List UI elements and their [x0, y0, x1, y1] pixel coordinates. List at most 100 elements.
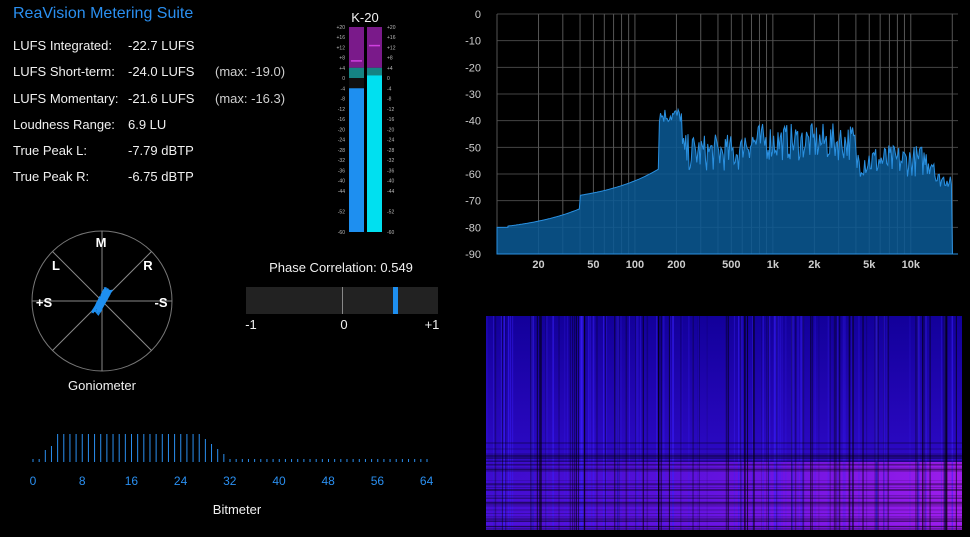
bitmeter-tick-label: 8 — [78, 474, 86, 488]
kmeter-title: K-20 — [351, 10, 379, 25]
spectrum-y-tick: -50 — [465, 142, 481, 154]
kmeter-left-bar-warn-zone — [349, 67, 364, 78]
phase-value: 0.549 — [380, 260, 413, 275]
spectrogram-texture — [486, 316, 962, 530]
kmeter-scale-label-left: -32 — [338, 158, 345, 164]
spectrogram-bass-band — [486, 462, 962, 530]
kmeter-scale-label-right: -60 — [387, 230, 394, 236]
kmeter-scale-label-left: +12 — [337, 45, 346, 51]
spectrum-y-tick: -30 — [465, 89, 481, 101]
kmeter-scale-label-left: -20 — [338, 127, 345, 133]
spectrum-x-tick: 1k — [767, 259, 780, 271]
readout-value: 6.9 LU — [128, 117, 167, 132]
readout-value: -6.75 dBTP — [128, 169, 194, 184]
spectrum-x-tick: 20 — [532, 259, 544, 271]
kmeter-right-bar-hot-zone — [367, 27, 382, 68]
spectrum-y-axis: 0 -10 -20 -30 -40 -50 -60 -70 -80 -90 — [465, 9, 481, 261]
kmeter-scale-label-left: -44 — [338, 189, 345, 195]
kmeter-right-bar-peak-hold — [369, 44, 380, 47]
gonio-label-m: M — [96, 235, 107, 250]
spectrum-y-tick: -60 — [465, 169, 481, 181]
readout-max: (max: -16.3) — [215, 91, 286, 106]
kmeter-scale-label-right: +8 — [387, 56, 393, 62]
spectrum-y-tick: -80 — [465, 222, 481, 234]
spectrogram — [486, 316, 962, 530]
spectrum-x-tick: 100 — [626, 259, 644, 271]
readout-value: -21.6 LUFS — [128, 91, 195, 106]
bitmeter-caption: Bitmeter — [212, 502, 262, 517]
kmeter-scale-label-left: 0 — [342, 76, 345, 82]
kmeter-scale-label-left: -40 — [338, 179, 345, 185]
spectrum-y-tick: 0 — [475, 9, 481, 21]
readout-label: Loudness Range: — [13, 117, 115, 132]
kmeter-right-bar-warn-zone — [367, 67, 382, 78]
kmeter-scale-label-left: +20 — [337, 25, 346, 31]
gonio-label-l: L — [52, 258, 60, 273]
gonio-label-plus-s: +S — [36, 295, 53, 310]
readout-label: True Peak L: — [13, 143, 87, 158]
kmeter-scale-label-left: -36 — [338, 168, 345, 174]
spectrum-x-tick: 5k — [863, 259, 876, 271]
phase-caption: Phase Correlation: 0.549 — [246, 260, 436, 275]
kmeter-scale-label-left: -24 — [338, 138, 345, 144]
kmeter-scale-label-right: -44 — [387, 189, 394, 195]
spectrum-y-tick: -70 — [465, 196, 481, 208]
spectrum-y-tick: -40 — [465, 116, 481, 128]
readout-label: True Peak R: — [13, 169, 90, 184]
kmeter-scale-label-left: -16 — [338, 117, 345, 123]
readout-value: -24.0 LUFS — [128, 64, 195, 79]
spectrum-analyzer: 0 -10 -20 -30 -40 -50 -60 -70 -80 -90 20 50 100 200 5… — [465, 9, 958, 271]
kmeter-scale-label-right: -40 — [387, 179, 394, 185]
kmeter-scale-label-left: -52 — [338, 209, 345, 215]
kmeter-scale-label-right: -36 — [387, 168, 394, 174]
spectrum-x-axis: 20 50 100 200 500 1k 2k 5k 10k — [532, 259, 920, 271]
kmeter: +20 +20 +16 +16 +12 +12 +8 +8 +4 +4 0 0 -4 -4 -8 -8 -12 -… — [337, 25, 396, 236]
goniometer-caption: Goniometer — [68, 378, 136, 393]
readout-label: LUFS Integrated: — [13, 38, 112, 53]
kmeter-scale-label-right: -52 — [387, 209, 394, 215]
bitmeter-tick-label: 16 — [124, 474, 139, 488]
bitmeter-tick-label: 0 — [29, 474, 37, 488]
kmeter-scale-label-right: -8 — [387, 97, 392, 103]
spectrum-x-tick: 2k — [808, 259, 821, 271]
kmeter-scale-label-left: -8 — [341, 97, 346, 103]
gonio-label-r: R — [143, 258, 153, 273]
spectrum-y-tick: -20 — [465, 62, 481, 74]
bitmeter-tick-label: 48 — [321, 474, 335, 488]
goniometer: M L R +S -S — [31, 230, 173, 372]
gonio-label-minus-s: -S — [155, 295, 168, 310]
phase-bar — [246, 287, 438, 314]
kmeter-scale-label-left: -60 — [338, 230, 345, 236]
kmeter-left-bar-hot-zone — [349, 27, 364, 68]
kmeter-scale-label-right: 0 — [387, 76, 390, 82]
kmeter-scale-label-right: +16 — [387, 35, 396, 41]
phase-scale-min: -1 — [245, 317, 257, 332]
phase-scale-max: +1 — [424, 317, 440, 332]
kmeter-scale-label-left: -4 — [341, 86, 346, 92]
kmeter-left-bar — [349, 88, 364, 233]
readout-label: LUFS Short-term: — [13, 64, 115, 79]
bitmeter-ticks: 0 8 16 24 32 40 48 56 64 — [0, 474, 460, 490]
kmeter-scale-label-right: -28 — [387, 148, 394, 154]
readout-value: -22.7 LUFS — [128, 38, 195, 53]
readout-value: -7.79 dBTP — [128, 143, 194, 158]
kmeter-scale-label-left: -28 — [338, 148, 345, 154]
kmeter-scale-label-right: -20 — [387, 127, 394, 133]
bitmeter-tick-label: 64 — [419, 474, 434, 488]
kmeter-right-bar — [367, 75, 382, 232]
app-title: ReaVision Metering Suite — [13, 5, 194, 22]
phase-scale-zero: 0 — [340, 317, 348, 332]
kmeter-scale-label-right: -16 — [387, 117, 394, 123]
bitmeter-tick-label: 56 — [370, 474, 385, 488]
kmeter-scale-label-right: +4 — [387, 66, 393, 72]
spectrum-x-tick: 200 — [667, 259, 685, 271]
bitmeter-tick-label: 24 — [173, 474, 188, 488]
kmeter-scale-label-right: -12 — [387, 107, 394, 113]
goniometer-scatter — [91, 286, 113, 316]
spectrum-x-tick: 10k — [902, 259, 921, 271]
spectrum-y-tick: -10 — [465, 36, 481, 48]
readout-label: LUFS Momentary: — [13, 91, 119, 106]
readout-max: (max: -19.0) — [215, 64, 286, 79]
kmeter-scale-label-right: +20 — [387, 25, 396, 31]
phase-marker — [392, 287, 398, 314]
